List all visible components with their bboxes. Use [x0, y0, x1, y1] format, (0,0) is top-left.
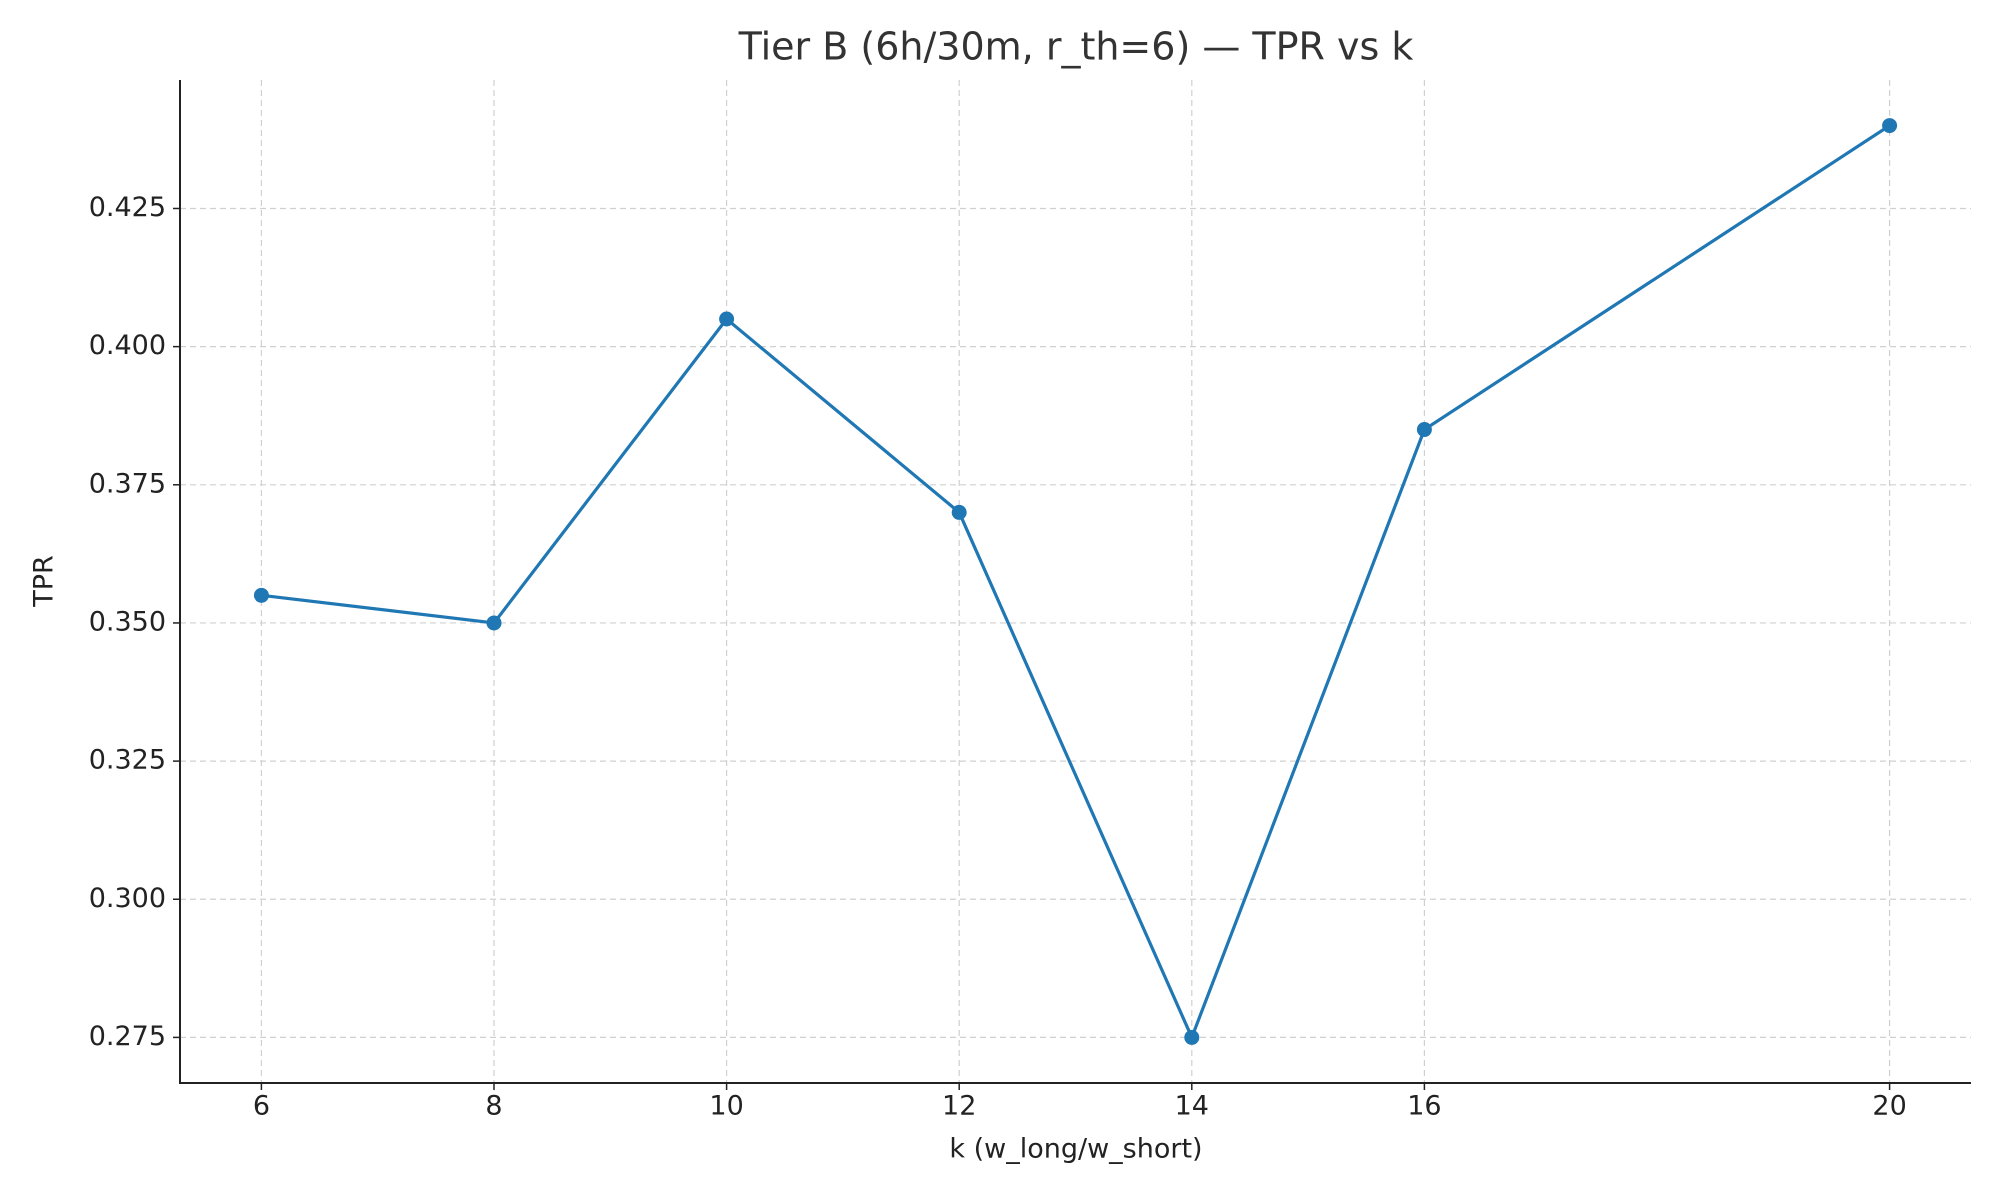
data-point [1416, 422, 1432, 438]
y-tick-label: 0.325 [89, 745, 166, 776]
data-point [719, 311, 735, 327]
y-tick-label: 0.275 [89, 1021, 166, 1052]
data-point [486, 615, 502, 631]
x-tick-label: 16 [1407, 1091, 1441, 1122]
x-axis-label: k (w_long/w_short) [949, 1134, 1202, 1165]
x-tick-label: 10 [709, 1091, 743, 1122]
y-tick-label: 0.375 [89, 468, 166, 499]
y-tick-label: 0.350 [89, 606, 166, 637]
data-point [951, 504, 967, 520]
data-point [253, 587, 269, 603]
chart-title: Tier B (6h/30m, r_th=6) — TPR vs k [738, 25, 1414, 69]
data-point [1882, 118, 1898, 134]
data-line [261, 124, 1891, 1042]
x-tick-label: 12 [942, 1091, 976, 1122]
x-tick-label: 6 [253, 1091, 270, 1122]
y-tick-label: 0.400 [89, 330, 166, 361]
x-tick-label: 14 [1175, 1091, 1209, 1122]
x-tick-label: 8 [485, 1091, 502, 1122]
y-tick-label: 0.425 [89, 192, 166, 223]
y-axis-label: TPR [29, 555, 60, 608]
data-point [1184, 1029, 1200, 1045]
y-tick-label: 0.300 [89, 883, 166, 914]
x-tick-label: 20 [1872, 1091, 1906, 1122]
